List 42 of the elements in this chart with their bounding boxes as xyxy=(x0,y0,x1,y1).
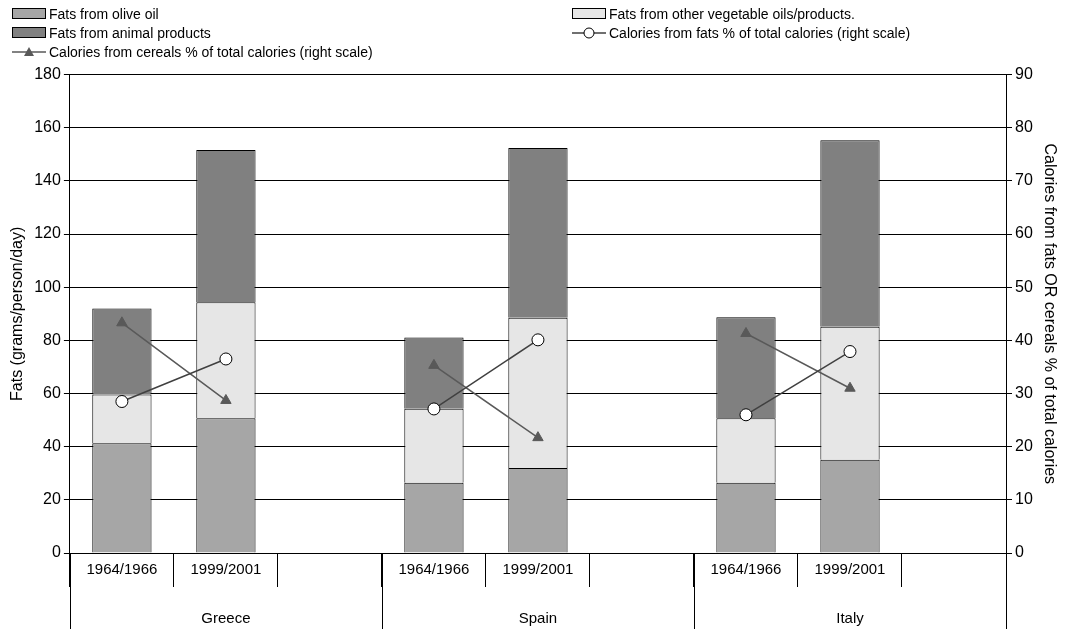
y2-tick-label: 40 xyxy=(1015,330,1033,348)
point xyxy=(220,393,232,404)
y2-tick-label: 50 xyxy=(1015,277,1033,295)
text: Spain xyxy=(518,609,558,627)
x-tick-label: 1999/2001 xyxy=(814,560,886,578)
y-tick-label: 20 xyxy=(43,490,61,508)
y2-tick-label: 80 xyxy=(1015,118,1033,136)
y2-axis-title: Calories from fats OR cereals % of total calories xyxy=(1041,143,1059,485)
point xyxy=(740,326,752,337)
y-tick-label: 140 xyxy=(34,171,61,189)
legend-label: Fats from other vegetable oils/products. xyxy=(609,5,855,22)
y-tick-label: 0 xyxy=(51,543,61,561)
y2-tick-label: 20 xyxy=(1015,437,1033,455)
text: Italy xyxy=(836,609,865,627)
x-tick-label: 1999/2001 xyxy=(502,560,574,578)
x-tick-label: 1964/1966 xyxy=(398,560,470,578)
point xyxy=(844,381,856,392)
y-tick-label: 60 xyxy=(43,383,61,401)
y2-tick-label: 30 xyxy=(1015,383,1033,401)
y-tick-label: 40 xyxy=(43,437,61,455)
legend-label: Calories from fats % of total calories (right scale) xyxy=(609,24,911,41)
y2-tick-label: 0 xyxy=(1015,543,1024,561)
y-tick-label: 100 xyxy=(34,277,61,295)
y2-tick-label: 10 xyxy=(1015,490,1033,508)
x-tick-label: 1999/2001 xyxy=(190,560,262,578)
x-tick-label: 1964/1966 xyxy=(710,560,782,578)
point xyxy=(116,316,128,327)
y2-tick-label: 70 xyxy=(1015,171,1033,189)
y-tick-label: 180 xyxy=(34,65,61,83)
x-tick-label: 1964/1966 xyxy=(86,560,158,578)
text: Greece xyxy=(201,609,251,627)
y-tick-label: 120 xyxy=(34,224,61,242)
point xyxy=(532,431,544,442)
y-tick-label: 80 xyxy=(43,330,61,348)
y2-tick-label: 60 xyxy=(1015,224,1033,242)
point xyxy=(428,358,440,369)
legend-label: Calories from cereals % of total calories (right scale) xyxy=(49,43,373,60)
legend-label: Fats from olive oil xyxy=(49,5,159,22)
y2-tick-label: 90 xyxy=(1015,65,1033,83)
legend-label: Fats from animal products xyxy=(49,24,211,41)
y-axis-title: Fats (grams/person/day) xyxy=(8,226,26,401)
y-tick-label: 160 xyxy=(34,118,61,136)
